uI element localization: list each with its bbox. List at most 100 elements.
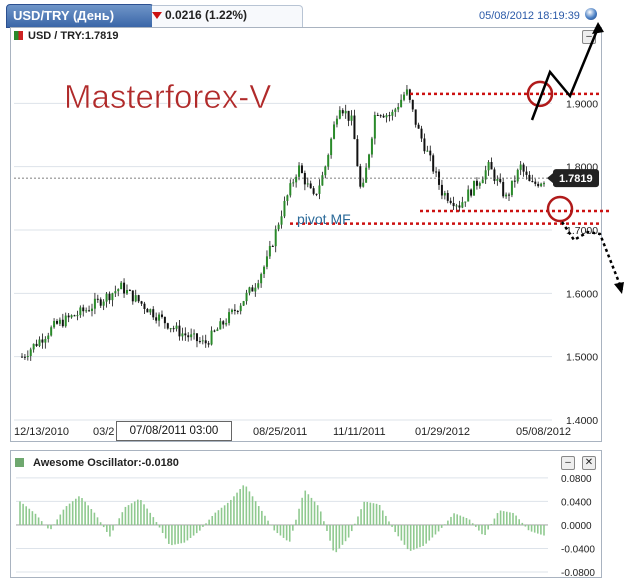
oscillator-close-button[interactable]: ✕ [582, 456, 596, 470]
candle-body [53, 320, 56, 328]
candle-body [23, 356, 26, 358]
candle-body [475, 180, 478, 186]
candle-body [96, 298, 99, 300]
candle-body [306, 183, 309, 185]
candle-body [187, 335, 190, 338]
candle-body [423, 138, 426, 152]
candle-body [90, 308, 93, 311]
candle-body [449, 200, 452, 203]
y-tick-label: 1.4000 [566, 415, 598, 427]
osc-y-tick-label: 0.0400 [561, 497, 592, 508]
candle-body [88, 310, 91, 312]
y-tick-label: 1.9000 [566, 98, 598, 110]
candle-body [335, 118, 338, 125]
candle-body [522, 164, 525, 172]
candle-body [484, 170, 487, 180]
candle-body [470, 189, 473, 196]
candle-body [73, 315, 76, 317]
candle-body [324, 166, 327, 176]
candle-body [35, 343, 38, 346]
oscillator-title: Awesome Oscillator:-0.0180 [33, 457, 179, 469]
globe-icon[interactable] [585, 8, 597, 20]
candle-body [505, 194, 508, 197]
candle-body [108, 293, 111, 301]
y-tick-label: 1.5000 [566, 352, 598, 364]
candle-body [207, 343, 210, 345]
candle-body [201, 340, 204, 342]
candle-body [312, 188, 315, 194]
candle-body [411, 99, 414, 110]
candle-body [446, 193, 449, 201]
candle-body [368, 154, 371, 168]
change-value: 0.0216 (1.22%) [165, 8, 248, 22]
candle-body [111, 293, 114, 301]
osc-y-tick-label: 0.0000 [561, 521, 592, 532]
candle-body [370, 138, 373, 155]
bullish-arrowhead [592, 22, 604, 34]
candle-body [114, 291, 117, 294]
candle-body [280, 216, 283, 225]
main-panel [10, 27, 602, 442]
candle-body [286, 195, 289, 201]
candle-body [222, 321, 225, 325]
candle-body [417, 124, 420, 129]
candle-body [184, 333, 187, 336]
candle-body [487, 162, 490, 171]
candle-body [131, 290, 134, 302]
main-panel-title: USD / TRY:1.7819 [28, 30, 119, 42]
candle-body [452, 202, 455, 207]
candle-body [473, 180, 476, 196]
candle-body [481, 179, 484, 184]
osc-y-tick-label: 0.0800 [561, 474, 592, 485]
candle-body [21, 356, 23, 358]
osc-y-tick-label: -0.0800 [561, 568, 595, 579]
candle-body [195, 333, 198, 342]
candle-body [32, 343, 35, 350]
candle-body [99, 299, 102, 306]
candle-body [464, 201, 467, 203]
x-tick-label: 01/29/2012 [415, 426, 470, 438]
candle-body [496, 179, 499, 181]
candle-body [105, 293, 108, 302]
candle-body [169, 328, 172, 330]
candle-body [478, 183, 481, 186]
candle-body [531, 181, 534, 183]
osc-bars-group [19, 485, 545, 553]
candle-body [420, 128, 423, 139]
candle-body [391, 111, 394, 116]
candle-body [82, 307, 85, 312]
candle-body [443, 193, 446, 196]
candle-body [257, 283, 260, 288]
candle-body [137, 295, 140, 302]
candle-body [382, 115, 385, 118]
candle-body [79, 307, 82, 316]
candle-body [26, 355, 29, 357]
candle-body [344, 110, 347, 114]
candle-body [198, 341, 201, 343]
candle-body [149, 309, 152, 313]
y-tick-label: 1.6000 [566, 288, 598, 300]
candle-body [510, 180, 513, 196]
candle-body [29, 349, 32, 356]
candle-body [120, 282, 123, 290]
oscillator-minimize-button[interactable]: – [561, 456, 575, 470]
candle-body [508, 194, 511, 196]
candle-body [155, 317, 158, 321]
candle-body [300, 165, 303, 173]
candle-body [502, 181, 505, 197]
candle-body [405, 89, 408, 95]
down-arrow-icon [152, 12, 162, 19]
symbol-tab[interactable]: USD/TRY (День) [6, 4, 154, 28]
candle-body [379, 115, 382, 117]
target-circle-top [526, 80, 554, 108]
candle-body [210, 330, 213, 345]
pivot-label: pivot MF [297, 211, 351, 227]
candle-body [303, 172, 306, 185]
candle-body [321, 175, 324, 186]
candle-body [140, 301, 143, 304]
candle-body [67, 315, 70, 318]
candle-body [385, 115, 388, 118]
candle-body [309, 183, 312, 189]
current-price-badge [553, 169, 599, 188]
candle-body [414, 109, 417, 125]
